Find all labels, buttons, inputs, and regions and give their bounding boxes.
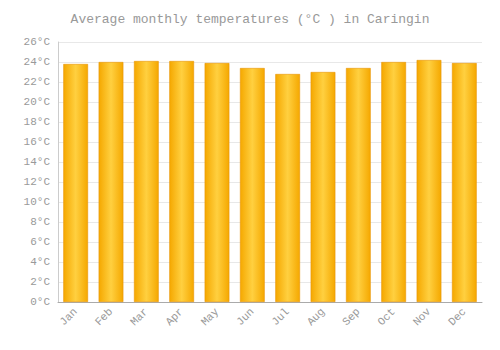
svg-text:Nov: Nov (411, 305, 434, 328)
svg-text:Apr: Apr (163, 306, 185, 328)
svg-text:10°C: 10°C (24, 196, 51, 208)
svg-text:6°C: 6°C (30, 236, 50, 248)
svg-text:Jun: Jun (234, 306, 256, 328)
svg-text:Dec: Dec (446, 306, 468, 328)
svg-text:26°C: 26°C (24, 36, 51, 48)
svg-text:22°C: 22°C (24, 76, 51, 88)
svg-text:2°C: 2°C (30, 276, 50, 288)
svg-text:Sep: Sep (340, 306, 362, 328)
svg-text:Aug: Aug (305, 306, 327, 328)
svg-text:14°C: 14°C (24, 156, 51, 168)
svg-text:Average monthly temperatures (: Average monthly temperatures (°C ) in Ca… (71, 12, 430, 27)
svg-text:24°C: 24°C (24, 56, 51, 68)
svg-text:4°C: 4°C (30, 256, 50, 268)
svg-text:May: May (199, 305, 222, 328)
svg-text:18°C: 18°C (24, 116, 51, 128)
svg-text:Jan: Jan (57, 306, 79, 328)
svg-text:Mar: Mar (128, 306, 150, 328)
svg-text:16°C: 16°C (24, 136, 51, 148)
svg-text:12°C: 12°C (24, 176, 51, 188)
svg-text:8°C: 8°C (30, 216, 50, 228)
svg-text:0°C: 0°C (30, 296, 50, 308)
svg-text:Jul: Jul (269, 306, 291, 328)
svg-text:Feb: Feb (93, 306, 115, 328)
svg-text:Oct: Oct (375, 306, 397, 328)
svg-text:20°C: 20°C (24, 96, 51, 108)
